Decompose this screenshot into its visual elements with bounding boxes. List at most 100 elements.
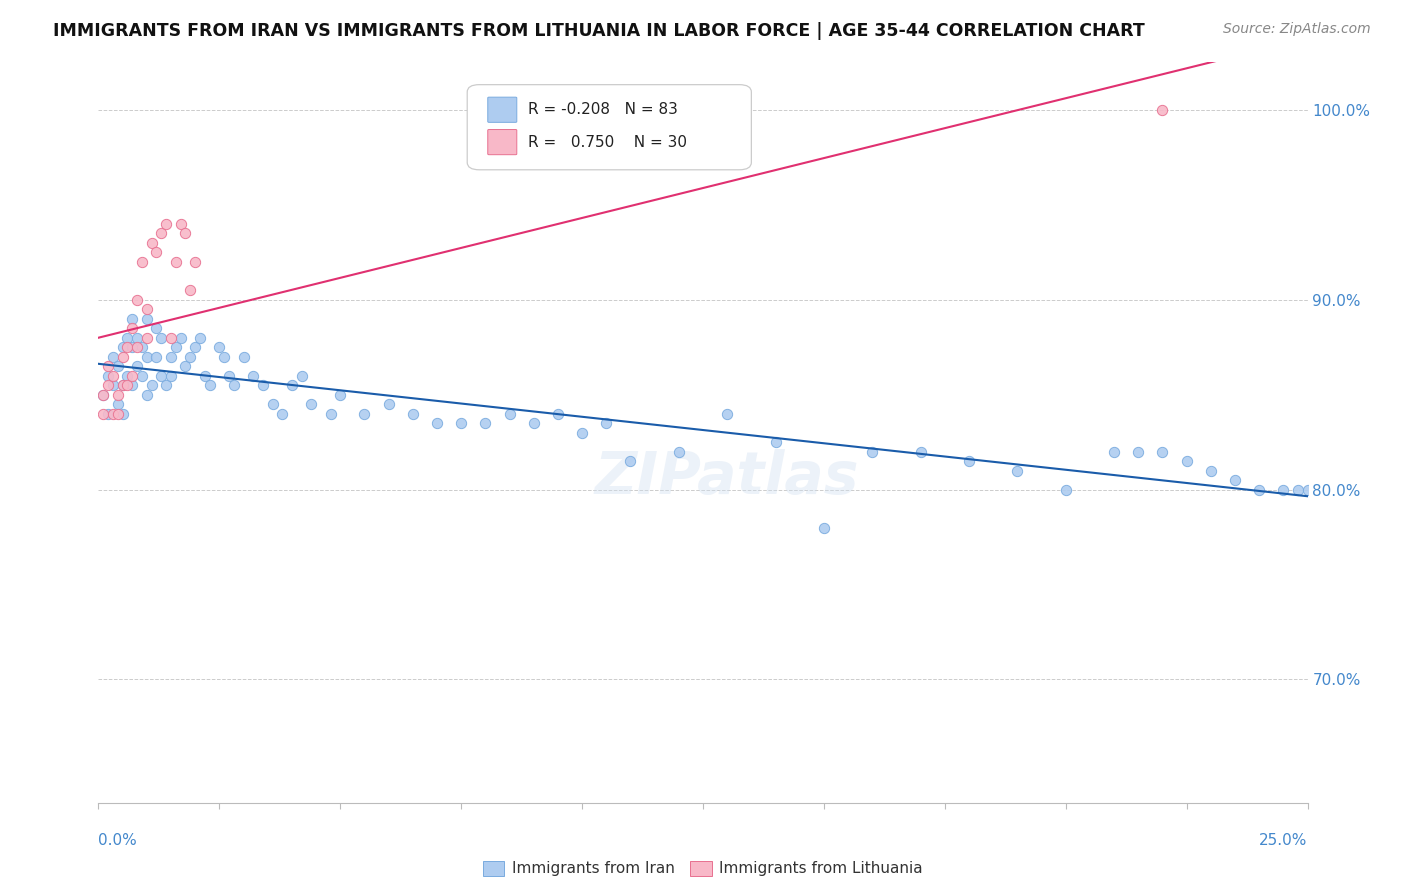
Point [212,350,235,364]
Point [111,407,134,421]
Point [716,407,738,421]
Point [188,331,211,345]
Point [547,407,569,421]
Point [135,302,157,317]
Point [402,407,425,421]
Point [1286,483,1309,497]
Point [668,444,690,458]
Point [1249,483,1271,497]
Point [169,217,191,231]
Point [150,227,173,241]
Point [1272,483,1295,497]
FancyBboxPatch shape [467,85,751,169]
Point [160,331,183,345]
Point [1199,464,1222,478]
Point [101,368,124,383]
Point [860,444,883,458]
Point [135,331,157,345]
Text: 25.0%: 25.0% [1260,832,1308,847]
Text: ZIPatlas: ZIPatlas [595,449,859,506]
Point [957,454,980,468]
FancyBboxPatch shape [488,129,517,154]
Text: R =   0.750    N = 30: R = 0.750 N = 30 [527,135,686,150]
Point [242,368,264,383]
Point [127,359,149,374]
Point [169,331,191,345]
Point [107,397,129,411]
Point [145,321,167,335]
Point [121,340,143,354]
Point [198,378,221,392]
Point [910,444,932,458]
Point [498,407,520,421]
Point [377,397,399,411]
Point [127,293,149,307]
Point [232,350,254,364]
Point [91,407,114,421]
Point [145,350,167,364]
Point [97,368,120,383]
Point [91,387,114,401]
Point [353,407,375,421]
Point [1054,483,1077,497]
Point [160,368,183,383]
Point [1223,473,1246,487]
Point [299,397,322,411]
Point [262,397,284,411]
Point [117,368,139,383]
Point [1152,103,1174,117]
Point [107,387,129,401]
Text: Source: ZipAtlas.com: Source: ZipAtlas.com [1223,22,1371,37]
Text: 0.0%: 0.0% [98,832,138,847]
Point [1128,444,1150,458]
Point [1152,444,1174,458]
Point [131,254,153,268]
Point [97,378,120,392]
Point [179,350,201,364]
Point [619,454,641,468]
Point [571,425,593,440]
Point [127,340,149,354]
Point [150,368,173,383]
Point [107,359,129,374]
Point [174,359,197,374]
Point [160,350,183,364]
Point [329,387,352,401]
Text: IMMIGRANTS FROM IRAN VS IMMIGRANTS FROM LITHUANIA IN LABOR FORCE | AGE 35-44 COR: IMMIGRANTS FROM IRAN VS IMMIGRANTS FROM … [53,22,1144,40]
Point [218,368,240,383]
Point [595,416,617,430]
Point [117,378,139,392]
Point [1007,464,1029,478]
Text: R = -0.208   N = 83: R = -0.208 N = 83 [527,103,678,117]
Point [208,340,231,354]
Point [121,368,143,383]
Point [450,416,472,430]
Point [523,416,546,430]
Point [91,387,114,401]
Point [121,311,143,326]
Point [319,407,342,421]
Point [111,340,134,354]
Point [117,331,139,345]
Point [252,378,274,392]
Point [111,350,134,364]
Point [179,283,201,297]
Point [131,368,153,383]
Point [155,217,177,231]
Point [97,407,120,421]
Point [1102,444,1125,458]
Point [194,368,217,383]
Point [111,378,134,392]
Point [117,340,139,354]
Point [111,378,134,392]
Point [281,378,304,392]
Point [121,321,143,335]
Point [135,350,157,364]
Point [155,378,177,392]
Point [184,340,207,354]
Point [813,520,835,534]
Point [1175,454,1198,468]
Point [101,350,124,364]
Point [222,378,245,392]
Point [165,340,187,354]
